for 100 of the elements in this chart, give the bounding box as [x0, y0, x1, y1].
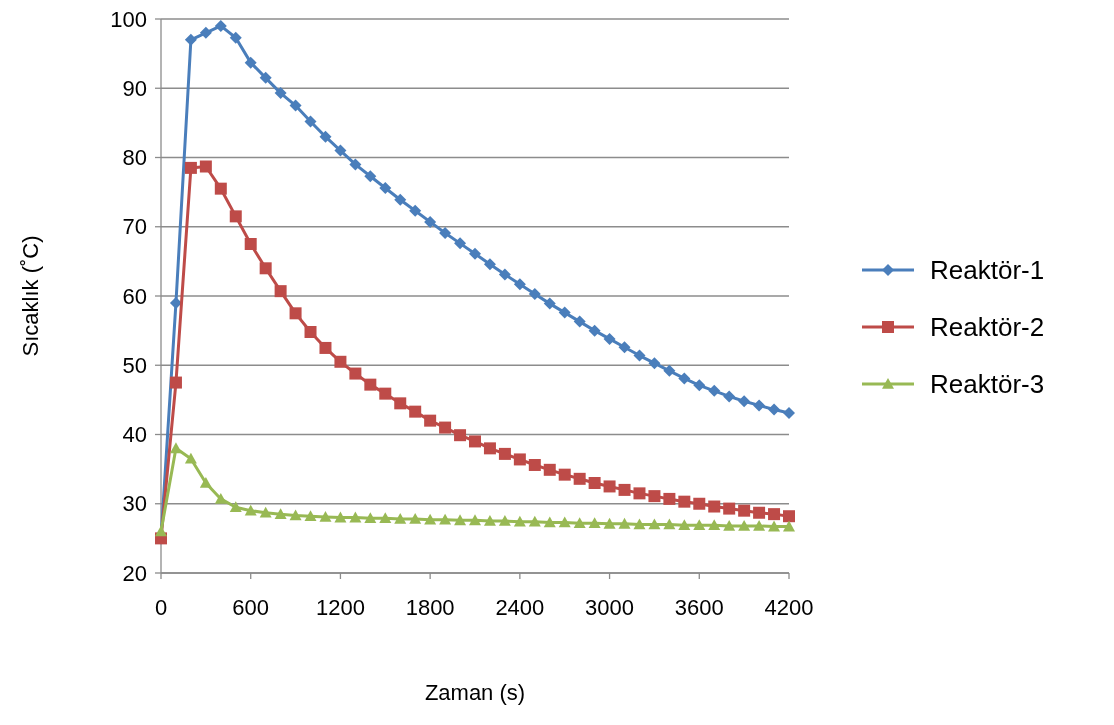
- point: [783, 520, 795, 532]
- point: [723, 502, 736, 515]
- point: [439, 226, 452, 239]
- point: [199, 26, 212, 39]
- x-tick-label: 3000: [585, 595, 635, 620]
- point: [498, 268, 511, 281]
- point: [409, 512, 422, 524]
- y-tick-label: 70: [122, 214, 147, 240]
- legend-label: Reaktör-1: [930, 255, 1045, 286]
- point: [663, 518, 676, 530]
- point: [214, 19, 227, 32]
- point: [244, 56, 257, 69]
- y-axis-title: Sıcaklık (˚C): [18, 235, 43, 357]
- y-tick-label: 90: [122, 75, 147, 101]
- point: [274, 285, 287, 298]
- point: [349, 511, 362, 523]
- point: [543, 463, 556, 476]
- point: [289, 99, 302, 112]
- point: [454, 237, 467, 250]
- point: [528, 458, 541, 471]
- point: [334, 355, 347, 368]
- point: [424, 215, 437, 228]
- point: [483, 442, 496, 455]
- point: [558, 516, 571, 528]
- point: [618, 517, 631, 529]
- point: [633, 518, 646, 530]
- point: [738, 395, 751, 408]
- y-tick-label: 30: [122, 491, 147, 517]
- y-tick-label: 50: [122, 352, 147, 378]
- point: [169, 442, 182, 454]
- point: [394, 193, 407, 206]
- point: [454, 514, 467, 526]
- point: [289, 509, 302, 521]
- point: [244, 238, 257, 251]
- point: [753, 506, 766, 519]
- point: [603, 517, 616, 529]
- x-tick-label: 1800: [405, 595, 455, 620]
- point: [364, 512, 377, 524]
- point: [543, 297, 556, 310]
- point: [349, 367, 362, 380]
- point: [573, 517, 586, 528]
- point: [319, 341, 332, 354]
- point: [379, 387, 392, 400]
- y-tick-label: 40: [122, 422, 147, 448]
- point: [708, 500, 721, 513]
- point: [768, 508, 781, 521]
- point: [155, 525, 167, 537]
- point: [513, 453, 526, 466]
- legend-label: Reaktör-2: [930, 312, 1045, 343]
- point: [648, 490, 661, 503]
- point: [708, 519, 721, 531]
- point: [454, 429, 467, 442]
- point: [259, 506, 272, 518]
- point: [199, 160, 212, 173]
- point: [723, 519, 736, 531]
- point: [513, 278, 526, 291]
- x-tick-label: 0: [154, 595, 168, 620]
- point: [693, 497, 706, 510]
- point: [588, 324, 601, 337]
- point: [199, 476, 212, 488]
- point: [618, 341, 631, 354]
- point: [439, 421, 452, 434]
- x-tick-label: 4200: [764, 595, 814, 620]
- point: [364, 378, 377, 391]
- point: [693, 519, 706, 531]
- point: [439, 513, 452, 525]
- point: [364, 170, 377, 183]
- point: [274, 87, 287, 100]
- point: [738, 504, 751, 517]
- point: [693, 379, 706, 392]
- point: [618, 483, 631, 496]
- point: [573, 472, 586, 485]
- point: [633, 349, 646, 362]
- point: [319, 130, 332, 143]
- y-tick-label: 20: [122, 560, 147, 586]
- point: [244, 504, 257, 516]
- point: [528, 287, 541, 300]
- point: [394, 512, 407, 524]
- point: [469, 247, 481, 260]
- point: [738, 519, 751, 531]
- x-tick-label: 2400: [495, 595, 545, 620]
- point: [783, 407, 795, 420]
- point: [723, 390, 736, 403]
- point: [229, 210, 242, 223]
- point: [304, 510, 317, 522]
- x-tick-label: 600: [232, 595, 270, 620]
- point: [379, 181, 392, 194]
- point: [543, 516, 556, 528]
- x-tick-label: 3600: [674, 595, 724, 620]
- point: [469, 435, 481, 448]
- point: [424, 414, 437, 427]
- point: [289, 307, 302, 320]
- point: [409, 204, 422, 217]
- point: [753, 399, 766, 412]
- point: [349, 158, 362, 171]
- point: [304, 115, 317, 128]
- point: [169, 376, 182, 389]
- point: [259, 71, 272, 84]
- point: [184, 452, 197, 464]
- point: [259, 262, 272, 275]
